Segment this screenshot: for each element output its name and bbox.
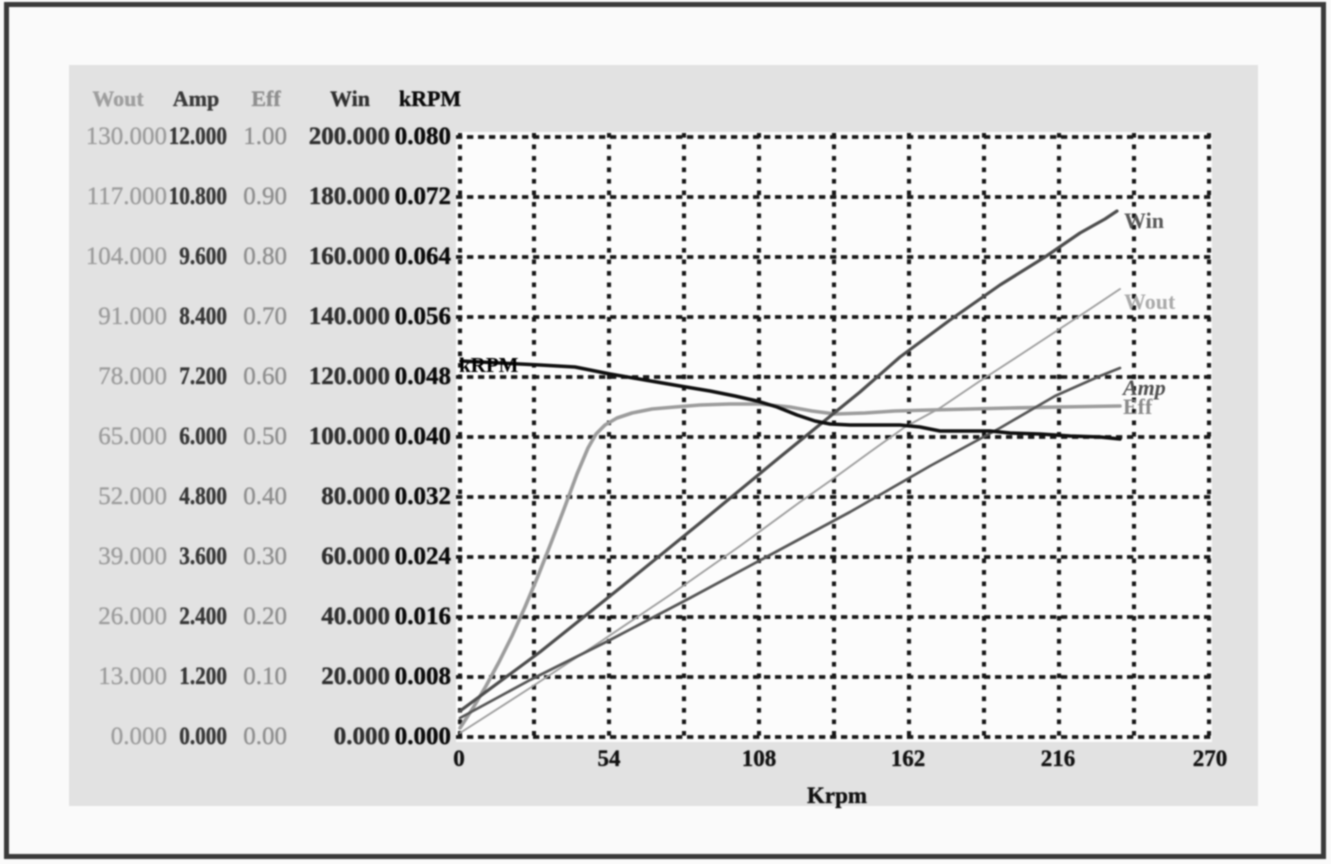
svg-text:kRPM: kRPM [459,353,519,377]
svg-text:Eff: Eff [1123,394,1153,419]
svg-text:Amp: Amp [1121,375,1166,400]
svg-text:Win: Win [1124,208,1164,233]
svg-text:Wout: Wout [1124,289,1176,314]
